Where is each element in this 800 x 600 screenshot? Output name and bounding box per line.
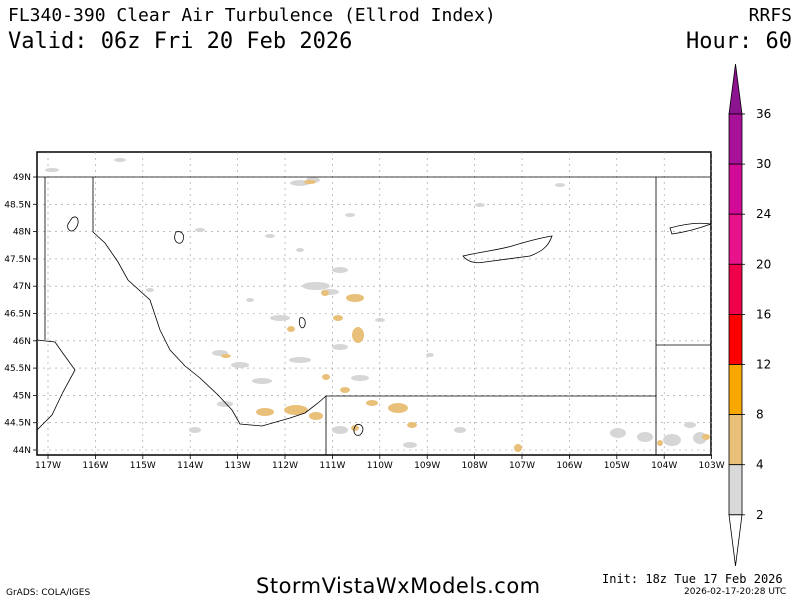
colorbar-swatch xyxy=(728,313,743,365)
lat-label: 45N xyxy=(13,391,31,401)
water-features xyxy=(67,216,712,436)
colorbar-swatch xyxy=(728,213,743,265)
lon-label: 103W xyxy=(699,461,725,471)
init-time: Init: 18z Tue 17 Feb 2026 xyxy=(602,572,783,586)
colorbar-swatch xyxy=(728,464,743,516)
colorbar-label: 24 xyxy=(756,207,771,221)
colorbar-swatch xyxy=(728,113,743,165)
colorbar-label: 20 xyxy=(756,257,771,271)
colorbar-swatch xyxy=(728,263,743,315)
lon-label: 115W xyxy=(130,461,156,471)
lon-label: 109W xyxy=(414,461,440,471)
colorbar-bottom-arrow xyxy=(728,514,743,567)
site-name: StormVistaWxModels.com xyxy=(256,574,541,598)
map-title: FL340-390 Clear Air Turbulence (Ellrod I… xyxy=(8,5,496,26)
lon-label: 117W xyxy=(35,461,61,471)
lon-label: 107W xyxy=(509,461,535,471)
map-frame xyxy=(36,151,712,456)
valid-time: Valid: 06z Fri 20 Feb 2026 xyxy=(8,29,353,54)
latitude-labels: 49N 48.5N 48N 47.5N 47N 46.5N 46N 45.5N 45N 44.5N… xyxy=(4,173,37,456)
longitude-labels: 117W 116W 115W 114W 113W 112W 111W 110W 109W 108W… xyxy=(35,455,725,471)
render-timestamp: 2026-02-17-20:28 UTC xyxy=(684,587,787,597)
lat-label: 48N xyxy=(13,228,31,238)
lon-label: 110W xyxy=(367,461,393,471)
colorbar-swatch xyxy=(728,364,743,415)
colorbar-swatch xyxy=(728,414,743,466)
lat-label: 48.5N xyxy=(4,200,31,210)
lat-label: 45.5N xyxy=(4,364,31,374)
forecast-hour: Hour: 60 xyxy=(686,29,792,54)
graticule xyxy=(37,152,712,455)
turbulence-light-gray-areas xyxy=(45,158,707,448)
grads-credit: GrADS: COLA/IGES xyxy=(6,588,91,598)
lat-label: 46N xyxy=(13,337,31,347)
lon-label: 111W xyxy=(319,461,345,471)
lat-label: 44N xyxy=(13,446,31,456)
colorbar-swatch xyxy=(728,163,743,215)
lon-label: 114W xyxy=(177,461,203,471)
lon-label: 112W xyxy=(272,461,298,471)
model-label: RRFS xyxy=(748,5,792,26)
lon-label: 108W xyxy=(462,461,488,471)
lon-label: 104W xyxy=(651,461,677,471)
lon-label: 105W xyxy=(604,461,630,471)
lon-label: 116W xyxy=(82,461,108,471)
colorbar-label: 12 xyxy=(756,358,771,372)
lat-label: 46.5N xyxy=(4,310,31,320)
colorbar-label: 16 xyxy=(756,307,771,321)
lat-label: 47.5N xyxy=(4,255,31,265)
colorbar-label: 8 xyxy=(756,408,764,422)
turbulence-tan-areas xyxy=(221,180,710,452)
lat-label: 44.5N xyxy=(4,419,31,429)
lon-label: 113W xyxy=(225,461,251,471)
lat-label: 47N xyxy=(13,282,31,292)
state-borders xyxy=(36,176,711,455)
colorbar-label: 30 xyxy=(756,157,771,171)
lon-label: 106W xyxy=(556,461,582,471)
colorbar-label: 2 xyxy=(756,508,764,522)
colorbar-top-arrow xyxy=(728,63,743,115)
colorbar-label: 36 xyxy=(756,107,771,121)
colorbar-label: 4 xyxy=(756,458,764,472)
lat-label: 49N xyxy=(13,173,31,183)
